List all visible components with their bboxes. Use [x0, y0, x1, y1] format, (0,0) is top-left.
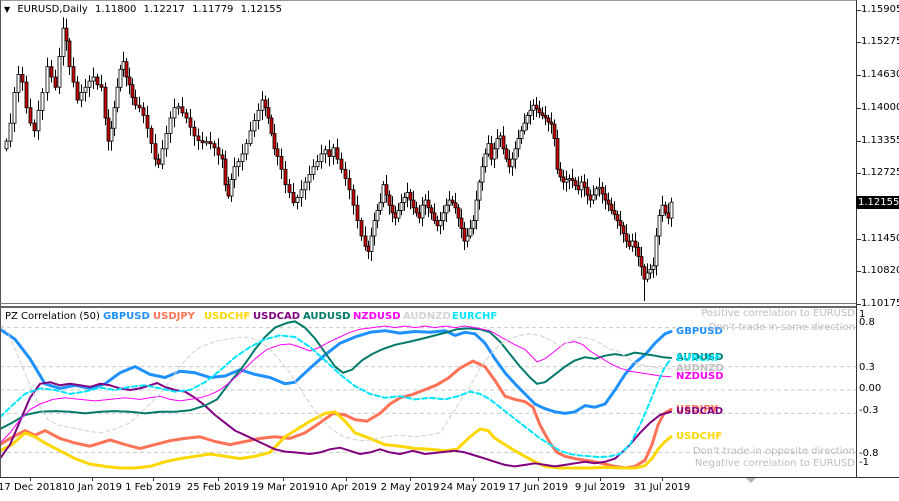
price-axis-label-1.13355: 1.13355	[861, 135, 899, 146]
indicator-axis-label--0.8: -0.8	[859, 448, 879, 459]
indicator-axis-label--0.3: -0.3	[859, 405, 879, 416]
correlation-line-nzdusd	[0, 325, 672, 444]
chart-scroll-marker[interactable]	[746, 478, 756, 483]
correlation-line-usdcad	[0, 381, 672, 468]
indicator-axis-label-0.00: 0.00	[859, 383, 882, 394]
quote-open: 1.11800	[94, 4, 137, 15]
candle-bodies	[4, 27, 674, 280]
date-label: 1 Feb 2019	[125, 482, 181, 493]
main-panel-bottom-border	[0, 303, 856, 304]
correlation-indicator-chart[interactable]	[0, 306, 856, 477]
price-axis-label-1.15905: 1.15905	[861, 4, 899, 15]
correlation-line-eurchf	[0, 334, 672, 459]
date-label: 17 Dec 2018	[0, 482, 62, 493]
candlestick-chart[interactable]	[0, 0, 856, 303]
correlation-line-audusd	[0, 320, 672, 430]
correlation-line-usdchf	[0, 410, 673, 470]
price-axis-label-1.10175: 1.10175	[861, 298, 899, 309]
indicator-title: PZ Correlation (50)	[5, 311, 100, 322]
chart-title: ▼ EURUSD,Daily 1.11800 1.12217 1.11779 1…	[4, 4, 286, 15]
price-axis-label-1.14630: 1.14630	[861, 69, 899, 80]
window-left-border	[0, 0, 1, 477]
date-label: 2 May 2019	[380, 482, 440, 493]
date-label: 10 Apr 2019	[315, 482, 377, 493]
quote-high: 1.12217	[143, 4, 185, 15]
date-label: 10 Jan 2019	[62, 482, 122, 493]
window-top-border	[0, 0, 857, 1]
indicator-axis-label-1: 1	[859, 309, 866, 320]
date-label: 9 Jul 2019	[574, 482, 626, 493]
indicator-axis-label-0.8: 0.8	[859, 317, 875, 328]
correlation-line-gbpusd	[0, 327, 673, 415]
current-price-badge: 1.12155	[856, 196, 899, 209]
quote-close: 1.12155	[240, 4, 282, 15]
correlation-line-usdjpy	[0, 359, 673, 470]
correlation-line-audnzd	[0, 323, 672, 442]
price-axis-border	[856, 0, 857, 477]
quote-low: 1.11779	[192, 4, 234, 15]
date-label: 19 Mar 2019	[251, 482, 315, 493]
date-label: 25 Feb 2019	[186, 482, 250, 493]
symbol-dropdown-icon[interactable]: ▼	[4, 5, 11, 14]
symbol-period-label: EURUSD,Daily	[17, 4, 88, 15]
indicator-panel-top-border	[0, 306, 856, 308]
date-label: 17 Jun 2019	[507, 482, 569, 493]
indicator-axis-label--1: -1	[859, 457, 869, 468]
indicator-axis-label-0.3: 0.3	[859, 362, 875, 373]
date-label: 24 May 2019	[440, 482, 506, 493]
price-axis-label-1.10820: 1.10820	[861, 265, 899, 276]
date-label: 31 Jul 2019	[633, 482, 691, 493]
time-axis-border	[0, 477, 899, 478]
price-axis-label-1.11450: 1.11450	[861, 233, 899, 244]
price-axis-label-1.12725: 1.12725	[861, 167, 899, 178]
price-axis-label-1.14000: 1.14000	[861, 102, 899, 113]
price-axis-label-1.15275: 1.15275	[861, 36, 899, 47]
